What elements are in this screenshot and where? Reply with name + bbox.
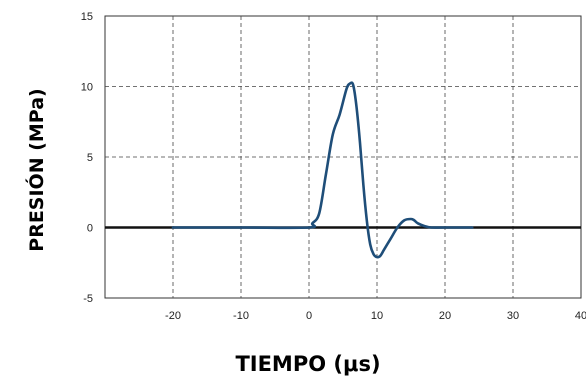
x-tick-label: -10: [233, 310, 249, 322]
y-axis-title: PRESIÓN (MPa): [24, 88, 48, 251]
x-tick-label: 30: [507, 310, 519, 322]
y-tick-label: 5: [87, 152, 93, 164]
tick-labels: -20 -10 0 10 20 30 40 -5 0 5 10 15: [81, 11, 586, 322]
x-tick-label: 0: [306, 310, 312, 322]
y-tick-label: -5: [83, 293, 93, 305]
x-tick-label: 20: [439, 310, 451, 322]
y-tick-label: 0: [87, 223, 93, 235]
y-tick-label: 15: [81, 11, 93, 23]
y-tick-label: 10: [81, 82, 93, 94]
series-lines: [171, 81, 474, 259]
x-tick-label: -20: [165, 310, 181, 322]
x-axis-title: TIEMPO (μs): [235, 352, 380, 376]
pressure-series-line: [171, 81, 474, 259]
x-tick-label: 10: [371, 310, 383, 322]
x-tick-label: 40: [575, 310, 586, 322]
